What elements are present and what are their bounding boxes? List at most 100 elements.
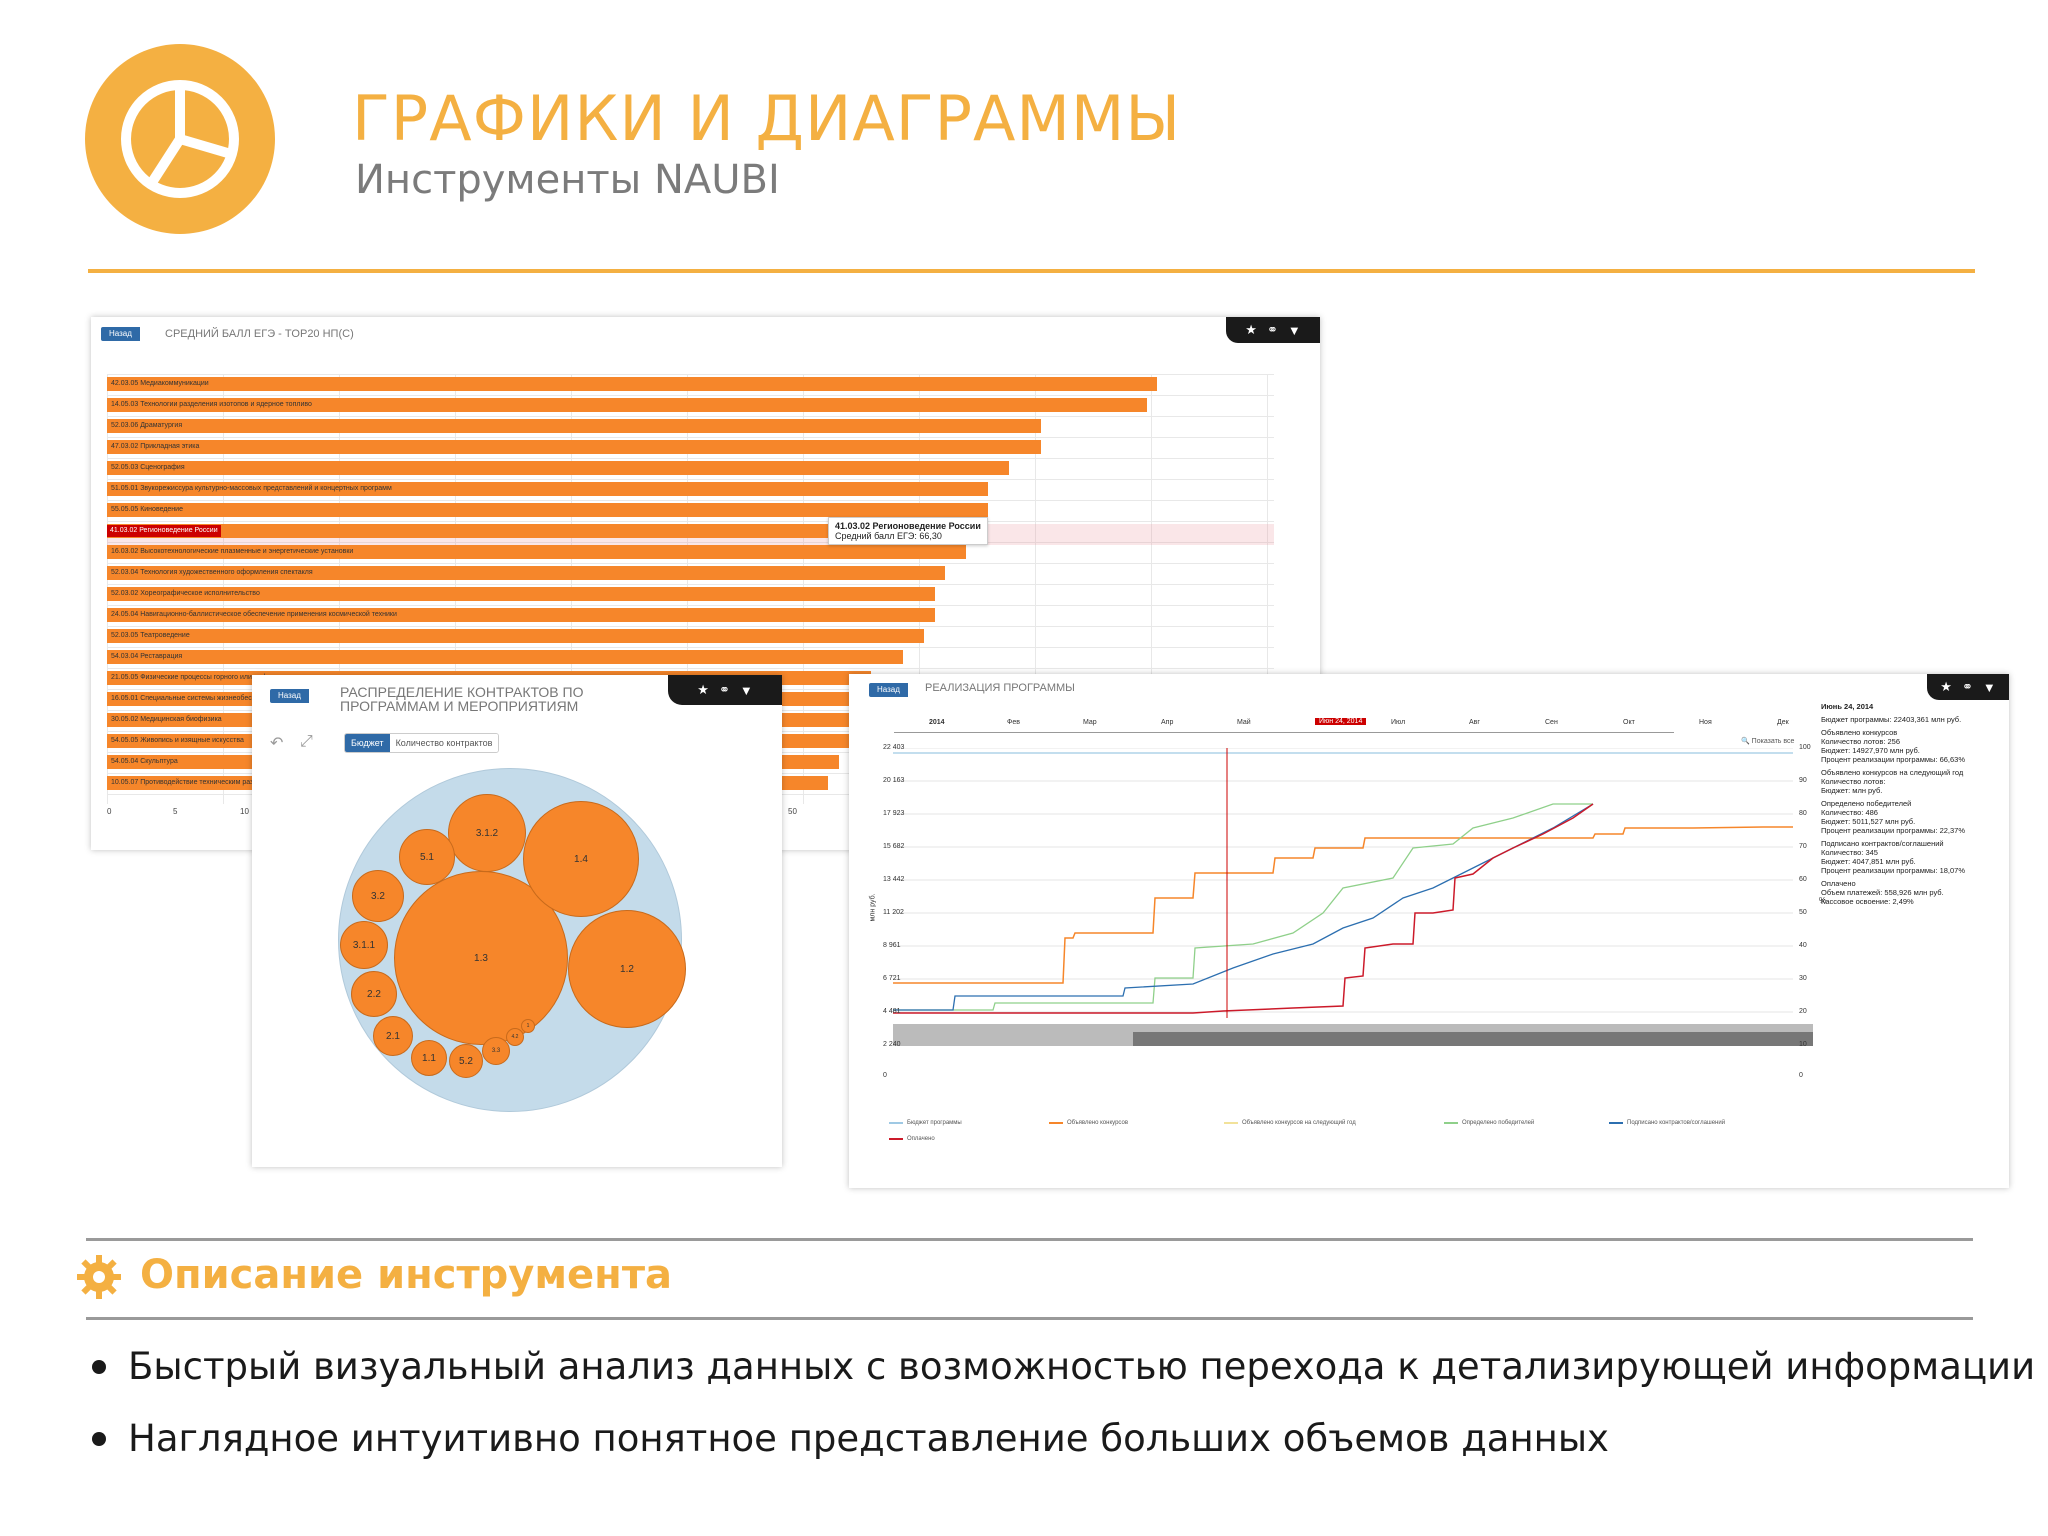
info-line: Бюджет: 14927,970 млн руб. [1821, 746, 1920, 755]
range-scroller[interactable] [893, 1024, 1813, 1046]
bar-label: 16.05.01 Специальные системы жизнеобеспе… [111, 695, 279, 702]
show-all-link[interactable]: 🔍 Показать все [1741, 738, 1795, 745]
bubble-4-2[interactable]: 4.2 [506, 1028, 524, 1046]
bar[interactable]: 55.05.05 Киноведение [107, 503, 988, 517]
filter-icon[interactable]: ▼ [1982, 679, 1996, 695]
bar-label: 51.05.01 Звукорежиссура культурно-массов… [111, 485, 392, 492]
star-settings-icon[interactable]: ★ [1245, 322, 1257, 337]
star-settings-icon[interactable]: ★ [697, 682, 709, 697]
bubble-1-2[interactable]: 1.2 [568, 910, 686, 1028]
bar-label: 30.05.02 Медицинская биофизика [111, 716, 222, 723]
month-label[interactable]: Мар [1083, 719, 1097, 726]
page-subtitle: Инструменты NAUBI [355, 157, 780, 203]
legend-item[interactable]: Бюджет программы [889, 1120, 962, 1126]
paid-line[interactable] [893, 803, 1594, 1014]
bar[interactable]: 47.03.02 Прикладная этика [107, 440, 1041, 454]
bubble-1[interactable]: 1 [521, 1019, 535, 1033]
month-label[interactable]: Авг [1469, 719, 1480, 726]
tab-contract-count[interactable]: Количество контрактов [389, 734, 499, 752]
link-icon[interactable]: ⚭ [1961, 679, 1973, 694]
bubble-1-1[interactable]: 1.1 [411, 1040, 447, 1076]
legend-item[interactable]: Подписано контрактов/соглашений [1609, 1120, 1725, 1126]
info-line: Количество лотов: 256 [1821, 737, 1901, 746]
bar[interactable]: 24.05.04 Навигационно-баллистическое обе… [107, 608, 935, 622]
bubble-1-4[interactable]: 1.4 [523, 801, 639, 917]
tab-budget[interactable]: Бюджет [345, 734, 390, 752]
month-label[interactable]: Фев [1007, 719, 1020, 726]
legend-swatch [1444, 1122, 1458, 1124]
y-left-tick: 8 961 [883, 942, 901, 949]
back-button[interactable]: Назад [101, 327, 140, 341]
link-icon[interactable]: ⚭ [1266, 322, 1278, 337]
bar[interactable]: 16.03.02 Высокотехнологические плазменны… [107, 545, 966, 559]
selected-date-label[interactable]: Июн 24, 2014 [1315, 718, 1367, 725]
bar-label: 52.03.05 Театроведение [111, 632, 190, 639]
legend-item[interactable]: Оплачено [889, 1136, 935, 1142]
info-line: Количество: 345 [1821, 848, 1878, 857]
bar-label: 55.05.05 Киноведение [111, 506, 183, 513]
link-icon[interactable]: ⚭ [718, 682, 730, 697]
x-tick: 50 [788, 807, 797, 816]
info-line: Бюджет: млн руб. [1821, 786, 1883, 795]
month-label[interactable]: Апр [1161, 719, 1174, 726]
undo-icon[interactable]: ↶ [270, 735, 284, 752]
panel-toolbar: ★ ⚭ ▼ [1226, 317, 1320, 343]
bar-label: 52.05.03 Сценография [111, 464, 185, 471]
star-settings-icon[interactable]: ★ [1940, 679, 1952, 694]
bubble-3-2[interactable]: 3.2 [352, 870, 404, 922]
bar-label: 42.03.05 Медиакоммуникации [111, 380, 209, 387]
month-label[interactable]: 2014 [929, 719, 945, 726]
bubble-2-1[interactable]: 2.1 [373, 1016, 413, 1056]
info-line: Объявлено конкурсов на следующий год [1821, 768, 1964, 777]
bar[interactable]: 54.03.04 Реставрация [107, 650, 903, 664]
bubble-5-1[interactable]: 5.1 [399, 829, 455, 885]
info-line: Процент реализации программы: 66,63% [1821, 755, 1966, 764]
bubble-5-2[interactable]: 5.2 [449, 1044, 483, 1078]
announced-line[interactable] [893, 826, 1793, 984]
y-left-tick: 22 403 [883, 744, 905, 751]
bullet-item: Быстрый визуальный анализ данных с возмо… [92, 1345, 2035, 1388]
bubble-3-1-2[interactable]: 3.1.2 [448, 794, 526, 872]
tab-group: Бюджет Количество контрактов [344, 733, 500, 753]
legend-item[interactable]: Объявлено конкурсов [1049, 1120, 1128, 1126]
bubble-2-2[interactable]: 2.2 [351, 971, 397, 1017]
bullet-item: Наглядное интуитивно понятное представле… [92, 1417, 1609, 1460]
legend-item[interactable]: Объявлено конкурсов на следующий год [1224, 1120, 1356, 1126]
bar[interactable]: 52.03.06 Драматургия [107, 419, 1041, 433]
bar[interactable]: 42.03.05 Медиакоммуникации [107, 377, 1157, 391]
legend-label: Оплачено [907, 1136, 935, 1142]
month-label[interactable]: Сен [1545, 719, 1558, 726]
bar[interactable]: 14.05.03 Технологии разделения изотопов … [107, 398, 1147, 412]
info-panel: Июнь 24, 2014 Бюджет программы: 22403,36… [1821, 702, 2001, 906]
winners-line[interactable] [893, 803, 1593, 1011]
month-label[interactable]: Июл [1391, 719, 1406, 726]
filter-icon[interactable]: ▼ [1287, 322, 1301, 338]
bar-label: 52.03.06 Драматургия [111, 422, 183, 429]
bar[interactable]: 52.03.04 Технология художественного офор… [107, 566, 945, 580]
back-button[interactable]: Назад [869, 683, 908, 697]
bar-label: 54.03.04 Реставрация [111, 653, 183, 660]
bar-label: 54.05.04 Скульптура [111, 758, 178, 765]
bar[interactable]: 51.05.01 Звукорежиссура культурно-массов… [107, 482, 988, 496]
month-label[interactable]: Дек [1777, 719, 1789, 726]
bar[interactable]: 52.03.02 Хореографическое исполнительств… [107, 587, 935, 601]
filter-icon[interactable]: ▼ [739, 682, 753, 698]
month-label[interactable]: Май [1237, 719, 1251, 726]
back-button[interactable]: Назад [270, 689, 309, 703]
legend-item[interactable]: Определено победителей [1444, 1120, 1534, 1126]
bar[interactable]: 52.05.03 Сценография [107, 461, 1009, 475]
pie-chart-icon [121, 80, 239, 198]
y-right-tick: 80 [1799, 810, 1807, 817]
legend-swatch [889, 1122, 903, 1124]
bar[interactable]: 52.03.05 Театроведение [107, 629, 924, 643]
expand-icon[interactable]: ⤢ [300, 733, 313, 750]
month-label[interactable]: Ноя [1699, 719, 1712, 726]
legend-label: Объявлено конкурсов [1067, 1120, 1129, 1126]
legend-label: Подписано контрактов/соглашений [1627, 1120, 1726, 1126]
bubble-3-1-1[interactable]: 3.1.1 [340, 921, 388, 969]
month-label[interactable]: Окт [1623, 719, 1635, 726]
bar[interactable]: 41.03.02 Регионоведение России [107, 524, 977, 538]
panel-title: СРЕДНИЙ БАЛЛ ЕГЭ - TOP20 НП(С) [165, 328, 354, 340]
bar-label: 52.03.02 Хореографическое исполнительств… [111, 590, 260, 597]
bubble-3-3[interactable]: 3.3 [482, 1037, 510, 1065]
